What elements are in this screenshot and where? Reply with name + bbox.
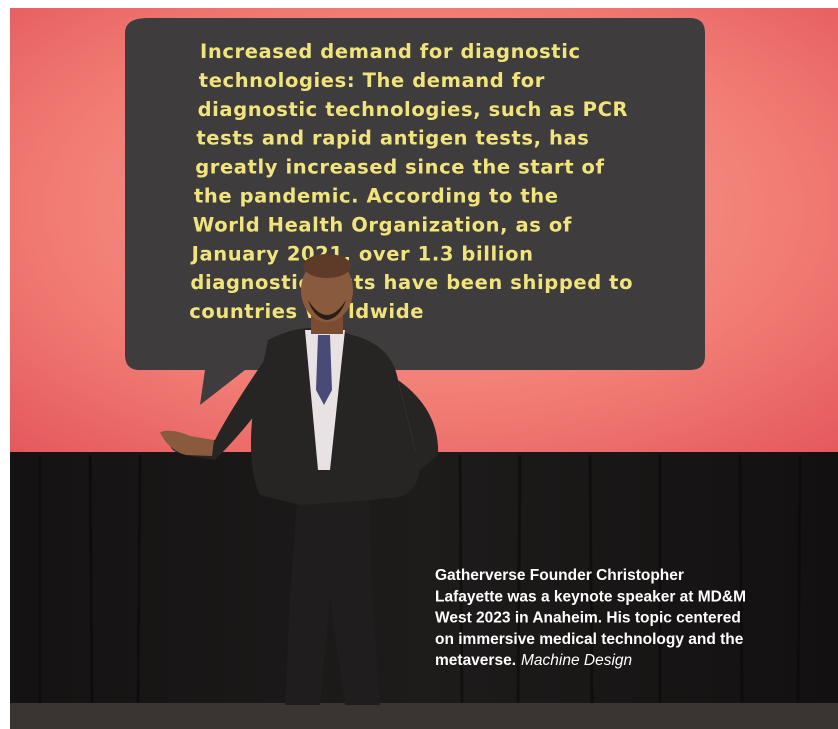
caption-text: on immersive medical technology and the [435,631,744,648]
stage-floor [10,703,838,729]
caption-credit: Machine Design [521,652,632,669]
caption-line: West 2023 in Anaheim. His topic centered [435,610,741,627]
caption-text: metaverse. [435,652,516,669]
slide-line: diagnostic tests have been shipped to [190,271,633,294]
slide-line: diagnostic technologies, such as PCR [198,98,629,121]
caption-line: metaverse. Machine Design [435,652,632,669]
slide-line: the pandemic. According to the [194,185,559,208]
slide-line: greatly increased since the start of [195,156,604,179]
slide-line: tests and rapid antigen tests, has [196,127,589,150]
caption-line: Lafayette was a keynote speaker at MD&M [435,588,746,605]
caption-line: on immersive medical technology and the [435,631,744,648]
photo: Increased demand for diagnostic technolog… [0,0,838,729]
caption-text: West 2023 in Anaheim. His topic centered [435,610,741,627]
slide-line: January 2021, over 1.3 billion [190,242,534,265]
caption-text: Lafayette was a keynote speaker at MD&M [435,588,746,605]
caption-line: Gatherverse Founder Christopher [435,567,684,584]
slide-line: technologies: The demand for [199,69,545,92]
caption-text: Gatherverse Founder Christopher [435,567,684,584]
slide-line: World Health Organization, as of [193,213,572,236]
curtain [10,452,838,707]
slide-line: Increased demand for diagnostic [200,40,581,63]
